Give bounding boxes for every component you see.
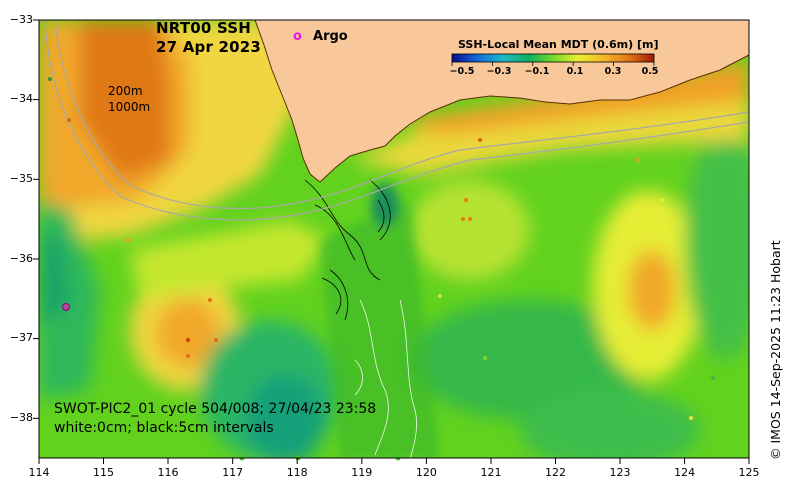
depth-label-200m: 200m	[108, 84, 143, 98]
float-marker[interactable]	[483, 356, 487, 360]
imos-credit: © IMOS 14-Sep-2025 11:23 Hobart	[768, 240, 783, 460]
colorbar-tick-labels: −0.5 −0.3 −0.1 0.1 0.3 0.5	[0, 66, 791, 80]
x-tick-label: 116	[157, 466, 179, 479]
x-tick-label: 114	[28, 466, 50, 479]
float-marker[interactable]	[478, 138, 482, 142]
float-marker[interactable]	[186, 354, 190, 358]
coastline	[254, 20, 749, 183]
swot-caption-line2: white:0cm; black:5cm intervals	[54, 420, 274, 436]
x-tick-label: 119	[351, 466, 373, 479]
x-tick-label: 117	[222, 466, 244, 479]
y-tick-label: −37	[9, 331, 33, 344]
float-marker[interactable]	[186, 338, 190, 342]
x-tick-label: 118	[286, 466, 308, 479]
float-marker[interactable]	[468, 217, 472, 221]
plot-frame	[38, 19, 750, 459]
ssh-field	[39, 20, 749, 458]
float-marker[interactable]	[461, 217, 465, 221]
x-tick-label: 124	[674, 466, 696, 479]
white-contours	[354, 299, 418, 458]
float-marker[interactable]	[214, 338, 218, 342]
y-axis-labels: −33 −34 −35 −36 −37 −38	[0, 0, 36, 492]
y-tick-label: −38	[9, 411, 33, 424]
argo-legend-symbol: o	[293, 29, 302, 44]
y-tick-label: −34	[9, 92, 33, 105]
colorbar-tick: 0.5	[641, 66, 659, 77]
axis-ticks	[33, 19, 750, 464]
float-marker[interactable]	[208, 298, 212, 302]
x-tick-label: 122	[545, 466, 566, 479]
float-marker[interactable]	[464, 198, 468, 202]
colorbar-title: SSH-Local Mean MDT (0.6m) [m]	[458, 38, 659, 51]
y-tick-label: −35	[9, 172, 33, 185]
depth-label-1000m: 1000m	[108, 100, 151, 114]
colorbar	[451, 53, 655, 66]
float-marker[interactable]	[48, 77, 52, 81]
map-title-line1: NRT00 SSH	[156, 19, 252, 37]
x-tick-label: 123	[609, 466, 631, 479]
y-tick-label: −36	[9, 252, 33, 265]
x-axis-labels: 114 115 116 117 118 119 120 121 122 123 …	[0, 466, 791, 482]
x-tick-label: 120	[415, 466, 437, 479]
x-tick-label: 121	[480, 466, 502, 479]
float-marker[interactable]	[126, 238, 130, 242]
map-title-line2: 27 Apr 2023	[156, 38, 262, 56]
float-marker[interactable]	[636, 158, 640, 162]
float-marker[interactable]	[711, 376, 715, 380]
colorbar-tick: −0.1	[524, 66, 550, 77]
colorbar-gradient	[451, 53, 655, 63]
argo-legend-label: Argo	[313, 29, 348, 44]
swot-caption-line1: SWOT-PIC2_01 cycle 504/008; 27/04/23 23:…	[54, 401, 377, 417]
colorbar-tick: 0.3	[604, 66, 622, 77]
float-marker[interactable]	[660, 198, 664, 202]
bathymetry-contours	[44, 20, 749, 221]
y-tick-label: −33	[9, 13, 33, 26]
colorbar-tick: −0.5	[449, 66, 475, 77]
x-tick-label: 115	[93, 466, 114, 479]
float-marker[interactable]	[67, 118, 71, 122]
colorbar-tick: 0.1	[566, 66, 584, 77]
argo-floats	[48, 77, 715, 461]
float-marker[interactable]	[438, 294, 442, 298]
float-marker[interactable]	[689, 416, 693, 420]
argo-legend: o Argo	[293, 25, 348, 44]
x-tick-label: 125	[738, 466, 760, 479]
argo-float-marker[interactable]	[62, 303, 70, 311]
colorbar-tick: −0.3	[486, 66, 512, 77]
